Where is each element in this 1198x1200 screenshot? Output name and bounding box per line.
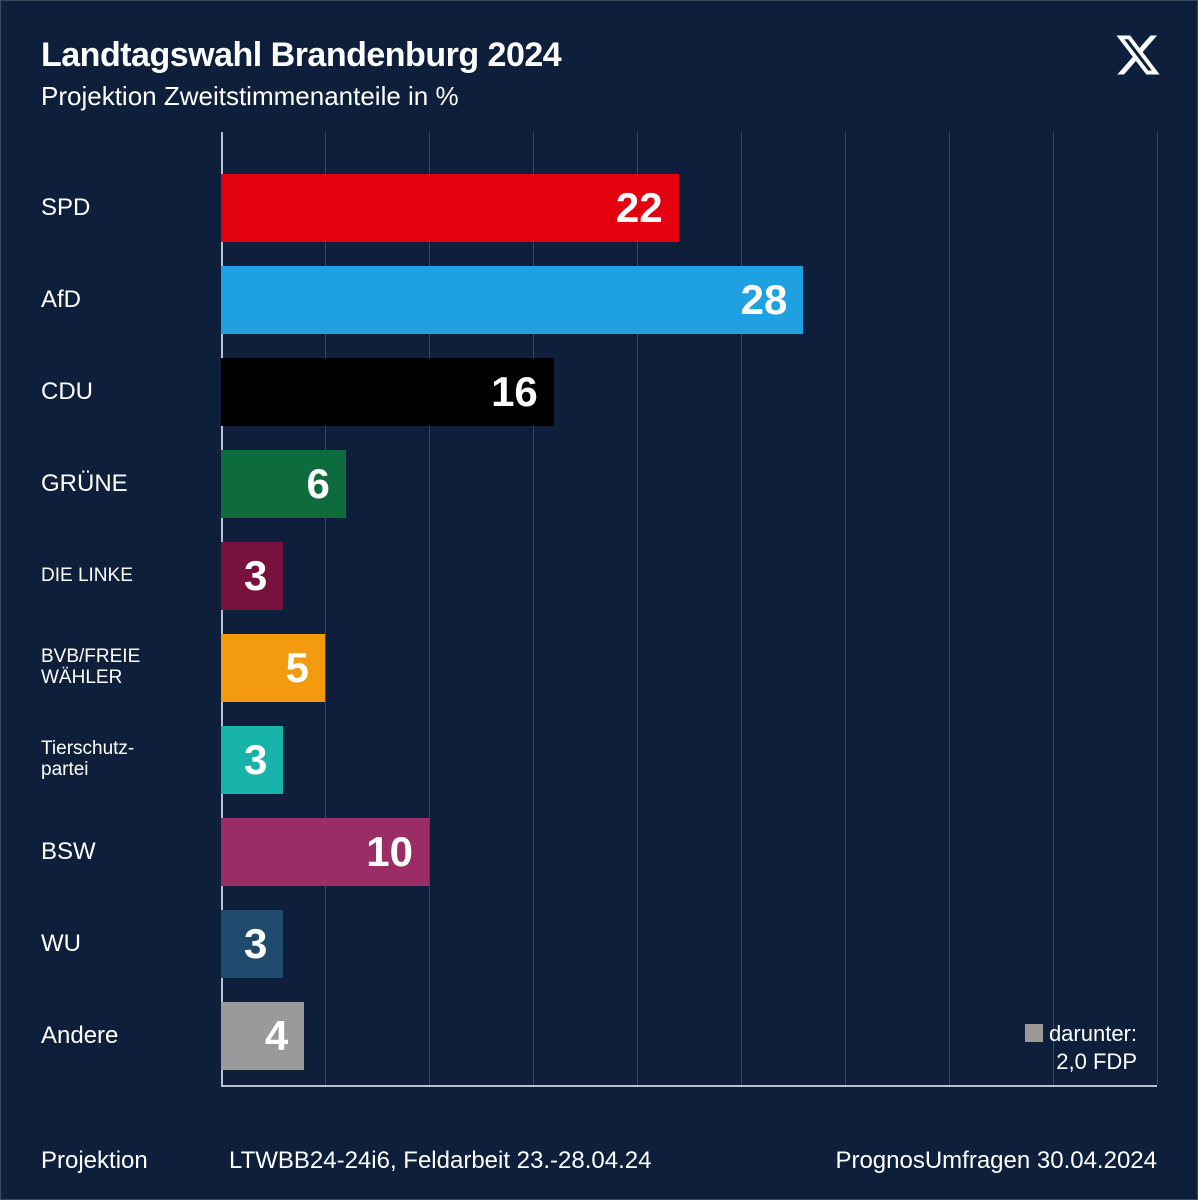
bar-wrap: 3 [221,910,1157,978]
party-label: Tierschutz-partei [41,739,221,781]
footer-mid: LTWBB24-24i6, Feldarbeit 23.-28.04.24 [221,1147,835,1175]
bar-row: BVB/FREIE WÄHLER5 [41,622,1157,714]
bar: 22 [221,174,679,242]
bar: 10 [221,818,429,886]
party-label: GRÜNE [41,471,221,497]
bar: 5 [221,634,325,702]
bar-wrap: 3 [221,542,1157,610]
party-label: BSW [41,839,221,865]
party-label: DIE LINKE [41,566,221,587]
chart-area: SPD22AfD28CDU16GRÜNE6DIE LINKE3BVB/FREIE… [41,152,1157,1152]
party-label: CDU [41,379,221,405]
chart-subtitle: Projektion Zweitstimmenanteile in % [41,81,1157,112]
bar-wrap: 3 [221,726,1157,794]
chart-bars: SPD22AfD28CDU16GRÜNE6DIE LINKE3BVB/FREIE… [41,162,1157,1087]
footer-left: Projektion [41,1147,221,1175]
footnote: darunter: 2,0 FDP [1025,1020,1137,1077]
party-label: SPD [41,195,221,221]
bar-wrap: 10 [221,818,1157,886]
header: Landtagswahl Brandenburg 2024 Projektion… [41,36,1157,112]
gridline [1157,132,1158,1085]
bar-row: Andere4 [41,990,1157,1082]
bar-wrap: 4 [221,1002,1157,1070]
chart-container: Landtagswahl Brandenburg 2024 Projektion… [0,0,1198,1200]
footer-right: PrognosUmfragen 30.04.2024 [835,1147,1157,1175]
bar: 16 [221,358,554,426]
bar-wrap: 5 [221,634,1157,702]
bar: 28 [221,266,803,334]
bar-row: SPD22 [41,162,1157,254]
bar: 3 [221,542,283,610]
party-label: WU [41,931,221,957]
bar-row: BSW10 [41,806,1157,898]
x-logo-icon [1114,31,1162,84]
bar-row: CDU16 [41,346,1157,438]
party-label: Andere [41,1023,221,1049]
footer: Projektion LTWBB24-24i6, Feldarbeit 23.-… [41,1147,1157,1175]
bar-row: AfD28 [41,254,1157,346]
chart-title: Landtagswahl Brandenburg 2024 [41,36,1157,75]
bar-wrap: 22 [221,174,1157,242]
party-label: AfD [41,287,221,313]
bar-wrap: 16 [221,358,1157,426]
bar-row: WU3 [41,898,1157,990]
bar-row: Tierschutz-partei3 [41,714,1157,806]
footnote-line2: 2,0 FDP [1056,1049,1137,1074]
bar-wrap: 28 [221,266,1157,334]
bar: 3 [221,726,283,794]
party-label: BVB/FREIE WÄHLER [41,647,221,689]
bar: 6 [221,450,346,518]
footnote-swatch [1025,1024,1043,1042]
bar: 4 [221,1002,304,1070]
bar-row: GRÜNE6 [41,438,1157,530]
footnote-line1: darunter: [1049,1021,1137,1046]
bar-row: DIE LINKE3 [41,530,1157,622]
bar-wrap: 6 [221,450,1157,518]
bar: 3 [221,910,283,978]
